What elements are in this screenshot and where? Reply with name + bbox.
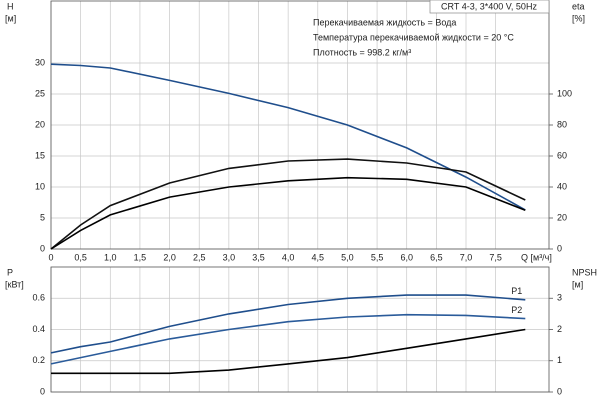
curve (50, 158, 526, 250)
y-tick-label: 0.6 (32, 293, 45, 303)
chart-title: CRT 4-3, 3*400 V, 50Hz (441, 1, 537, 11)
y2-tick-label: 40 (557, 181, 567, 191)
y-tick-label: 0.2 (32, 355, 45, 365)
y2-tick-label: 80 (557, 119, 567, 129)
y2-tick-label: 60 (557, 150, 567, 160)
x-tick-label: 3,5 (252, 252, 265, 262)
plot-frame (50, 266, 550, 393)
series-label: P1 (511, 286, 522, 296)
x-tick-label: 6,5 (430, 252, 443, 262)
x-axis-label: Q [м³/ч] (521, 252, 552, 262)
annotation: Перекачиваемая жидкость = Вода (313, 17, 456, 27)
y-axis-label: P (7, 267, 13, 277)
y2-axis-unit: [м] (572, 279, 583, 289)
y-tick-label: 0 (40, 386, 45, 396)
x-tick-label: 5,0 (341, 252, 354, 262)
y-tick-label: 20 (35, 119, 45, 129)
y-axis-unit: [м] (5, 13, 16, 23)
y-tick-label: 30 (35, 57, 45, 67)
annotation: Плотность = 998.2 кг/м³ (313, 47, 411, 57)
series-label: P2 (511, 305, 522, 315)
y-axis-label: H (7, 1, 14, 11)
x-tick-label: 1,0 (104, 252, 117, 262)
y-tick-label: 0 (40, 243, 45, 253)
y2-axis-label: eta (572, 1, 585, 11)
x-tick-label: 7,5 (489, 252, 502, 262)
x-tick-label: 0 (48, 252, 53, 262)
y2-tick-label: 100 (557, 88, 572, 98)
x-tick-label: 4,5 (312, 252, 325, 262)
y2-tick-label: 0 (557, 386, 562, 396)
y-tick-label: 5 (40, 212, 45, 222)
y-axis-unit: [кВт] (5, 279, 24, 289)
y2-tick-label: 0 (557, 243, 562, 253)
y2-tick-label: 20 (557, 212, 567, 222)
curve (51, 328, 526, 375)
plot-frame (50, 0, 550, 250)
x-tick-label: 2,0 (163, 252, 176, 262)
annotation: Температура перекачиваемой жидкости = 20… (313, 32, 514, 42)
curve (50, 176, 526, 250)
y-tick-label: 10 (35, 181, 45, 191)
curve (50, 63, 526, 211)
x-tick-label: 3,0 (223, 252, 236, 262)
y-tick-label: 25 (35, 88, 45, 98)
x-tick-label: 2,5 (193, 252, 206, 262)
x-tick-label: 4,0 (282, 252, 295, 262)
y2-tick-label: 1 (557, 355, 562, 365)
y2-axis-label: NPSH (572, 267, 597, 277)
x-tick-label: 7,0 (460, 252, 473, 262)
curve (50, 294, 526, 354)
y-tick-label: 15 (35, 150, 45, 160)
x-tick-label: 5,5 (371, 252, 384, 262)
title-box (429, 0, 550, 14)
y2-tick-label: 2 (557, 324, 562, 334)
curve (50, 313, 526, 365)
y2-tick-label: 3 (557, 293, 562, 303)
x-tick-label: 0,5 (74, 252, 87, 262)
x-tick-label: 6,0 (400, 252, 413, 262)
y-tick-label: 0.4 (32, 324, 45, 334)
y2-axis-unit: [%] (572, 13, 585, 23)
x-tick-label: 1,5 (134, 252, 147, 262)
